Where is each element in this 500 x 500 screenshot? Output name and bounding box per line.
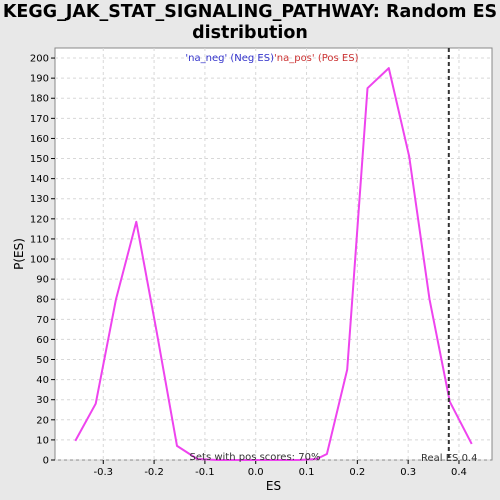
y-tick-label: 200 — [30, 54, 49, 65]
pos-scores-annotation: Sets with pos scores: 70% — [190, 452, 321, 463]
plot-area — [54, 47, 493, 461]
y-tick-label: 70 — [36, 315, 49, 326]
real-es-label: Real ES 0.4 — [421, 453, 477, 464]
y-tick-label: 150 — [30, 154, 49, 165]
y-tick-label: 60 — [36, 335, 49, 346]
x-tick-label: 0.1 — [299, 467, 315, 478]
y-tick-label: 140 — [30, 174, 49, 185]
chart-title-line2: distribution — [192, 23, 308, 43]
x-tick-label: 0.2 — [349, 467, 365, 478]
y-axis: 0 10 20 30 40 50 60 70 80 90 100 110 120 130 140 150 160… — [30, 54, 55, 467]
y-tick-label: 170 — [30, 114, 49, 125]
y-tick-label: 120 — [30, 214, 49, 225]
series-line — [74, 67, 473, 461]
chart-title-line1: KEGG_JAK_STAT_SIGNALING_PATHWAY: Random … — [2, 2, 498, 22]
y-tick-label: 100 — [30, 255, 49, 266]
y-tick-label: 50 — [36, 355, 49, 366]
y-tick-label: 90 — [36, 275, 49, 286]
legend-pos-label: 'na_pos' (Pos ES) — [274, 53, 359, 64]
y-tick-label: 110 — [30, 234, 49, 245]
x-tick-label: 0.0 — [248, 467, 264, 478]
y-tick-label: 40 — [36, 375, 49, 386]
y-tick-label: 180 — [30, 94, 49, 105]
x-axis-label: ES — [266, 479, 281, 493]
grid — [55, 48, 492, 461]
y-axis-label: P(ES) — [12, 238, 26, 270]
y-tick-label: 30 — [36, 395, 49, 406]
chart-title: KEGG_JAK_STAT_SIGNALING_PATHWAY: Random … — [0, 2, 500, 44]
y-tick-label: 20 — [36, 415, 49, 426]
series-group — [74, 67, 473, 461]
y-tick-label: 130 — [30, 194, 49, 205]
x-tick-label: -0.3 — [94, 467, 114, 478]
y-tick-label: 0 — [43, 456, 49, 467]
x-tick-label: 0.3 — [400, 467, 416, 478]
x-tick-label: -0.1 — [195, 467, 215, 478]
y-tick-label: 10 — [36, 435, 49, 446]
x-tick-label: 0.4 — [451, 467, 467, 478]
x-tick-label: -0.2 — [144, 467, 164, 478]
y-tick-label: 160 — [30, 134, 49, 145]
y-tick-label: 80 — [36, 295, 49, 306]
x-axis: -0.3 -0.2 -0.1 0.0 0.1 0.2 0.3 0.4 — [94, 460, 467, 478]
y-tick-label: 190 — [30, 74, 49, 85]
legend-neg-label: 'na_neg' (Neg ES) — [185, 53, 274, 64]
